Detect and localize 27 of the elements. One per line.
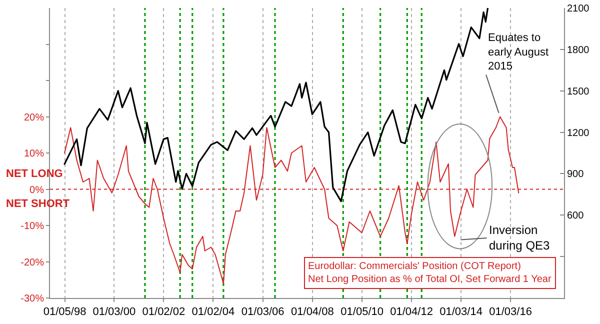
y-tick-label: -30% xyxy=(20,294,44,304)
annotation: Eurodollar: Commercials' Position (COT Report) Net Long Position as % of Total OI, Set Forward 1 Year xyxy=(308,261,552,285)
y-tick-label: -10% xyxy=(20,221,44,232)
y-tick-label: 20% xyxy=(24,112,44,124)
x-tick-label: 01/05/10 xyxy=(340,306,384,318)
x-tick-label: 01/02/04 xyxy=(192,306,235,318)
annotation: Inversion during QE3 xyxy=(489,223,550,253)
annotation: NET LONG xyxy=(6,168,63,180)
annotation: Equates to early August 2015 xyxy=(488,32,549,73)
y2-tick-label: 1500 xyxy=(567,86,590,98)
x-tick-label: 01/03/06 xyxy=(241,306,284,318)
y2-tick-label: 1800 xyxy=(567,44,590,56)
y2-tick-label: 900 xyxy=(567,169,584,180)
y2-tick-label: 2100 xyxy=(567,4,590,14)
annotation: NET SHORT xyxy=(6,198,70,210)
y2-tick-label: 600 xyxy=(567,210,584,222)
x-tick-label: 01/04/12 xyxy=(390,306,433,318)
x-tick-label: 01/04/08 xyxy=(291,306,334,318)
y-tick-label: 0% xyxy=(30,184,44,196)
y-tick-label: 10% xyxy=(24,148,44,160)
x-tick-label: 01/03/16 xyxy=(489,306,532,318)
x-tick-label: 01/03/00 xyxy=(92,306,136,318)
y2-tick-label: 1200 xyxy=(567,128,590,139)
y-tick-label: -20% xyxy=(20,257,44,268)
x-tick-label: 01/05/98 xyxy=(43,306,86,318)
x-tick-label: 01/03/14 xyxy=(440,306,482,318)
x-tick-label: 01/02/02 xyxy=(142,306,186,318)
